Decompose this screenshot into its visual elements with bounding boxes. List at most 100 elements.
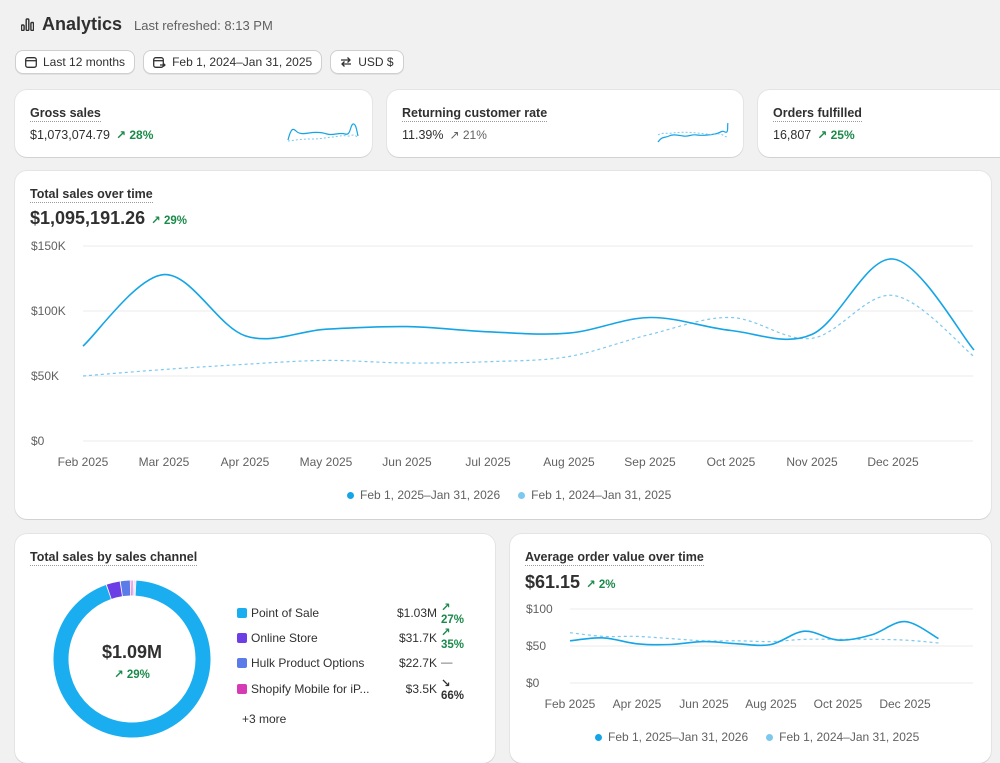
y-tick-label: $50 [526,639,546,653]
legend-label-current: Feb 1, 2025–Jan 31, 2026 [608,730,749,744]
metric-value-row: 11.39% ↗ 21% [402,128,487,142]
filter-bar: Last 12 months Feb 1, 2024–Jan 31, 2025 … [15,50,404,74]
legend-label-previous: Feb 1, 2024–Jan 31, 2025 [531,488,672,502]
y-tick-label: $100 [526,602,553,616]
channel-name: Shopify Mobile for iP... [251,681,370,696]
y-tick-label: $100K [31,304,66,318]
series-line-previous[interactable] [82,294,975,377]
section-title[interactable]: Total sales by sales channel [30,550,198,566]
x-tick-label: Nov 2025 [786,455,838,469]
metric-delta: ↗ 21% [449,128,487,142]
analytics-icon [21,18,34,31]
channel-value: $3.5K [405,681,437,696]
channel-name: Hulk Product Options [251,656,365,671]
metric-delta: ↗ 25% [817,128,855,142]
period-filter-label: Last 12 months [43,55,126,69]
last-refreshed: Last refreshed: 8:13 PM [134,18,273,33]
channel-value: $22.7K [398,656,437,671]
legend-label-previous: Feb 1, 2024–Jan 31, 2025 [779,730,920,744]
channel-value: $31.7K [398,630,437,645]
big-value-row: $1,095,191.26 ↗ 29% [30,208,187,229]
aov-line-chart: $0 $50 $100 Feb 2025 Apr 2025 Jun 2025 Aug 202… [526,602,973,711]
channel-delta: ↘ 66% [441,677,465,702]
gross-sales-sparkline [287,123,359,142]
channel-list: Point of Sale $1.03M ↗ 27% Online Store … [237,600,473,702]
channel-row[interactable]: Hulk Product Options $22.7K — [237,651,473,676]
x-tick-label: Aug 2025 [745,697,797,711]
legend-label-current: Feb 1, 2025–Jan 31, 2026 [360,488,501,502]
more-channels-link[interactable]: +3 more [242,712,287,726]
series-line-current[interactable] [82,258,975,351]
orders-fulfilled-card[interactable]: Orders fulfilled 16,807 ↗ 25% [758,90,1000,157]
channel-name: Online Store [251,630,318,645]
aov-delta: ↗ 2% [586,579,616,591]
metric-value-row: 16,807 ↗ 25% [773,128,855,142]
gross-sales-card[interactable]: Gross sales $1,073,074.79 ↗ 28% [15,90,372,157]
channel-swatch [237,683,247,694]
date-range-button[interactable]: Feb 1, 2024–Jan 31, 2025 [143,50,323,74]
channel-row[interactable]: Shopify Mobile for iP... $3.5K ↘ 66% [237,676,473,702]
chart-legend: Feb 1, 2025–Jan 31, 2026 Feb 1, 2024–Jan… [595,730,919,744]
legend-dot-current [347,491,354,499]
x-tick-label: Oct 2025 [814,697,863,711]
x-tick-label: Sep 2025 [624,455,676,469]
chart-legend: Feb 1, 2025–Jan 31, 2026 Feb 1, 2024–Jan… [347,488,671,502]
donut-total: $1.09M [101,642,163,662]
x-tick-label: Oct 2025 [707,455,756,469]
channel-delta: ↗ 35% [441,626,465,651]
channel-row[interactable]: Point of Sale $1.03M ↗ 27% [237,600,473,626]
calendar-icon [25,57,37,68]
series-line-current[interactable] [569,620,939,647]
x-tick-label: Mar 2025 [139,455,190,469]
donut-center: $1.09M ↗ 29% [72,642,192,681]
metric-delta: ↗ 28% [115,128,154,142]
x-tick-label: Feb 2025 [58,455,109,469]
x-tick-label: Feb 2025 [545,697,596,711]
legend-previous[interactable]: Feb 1, 2024–Jan 31, 2025 [518,488,671,502]
period-filter-button[interactable]: Last 12 months [15,50,136,74]
legend-dot-current [595,733,602,741]
metric-value: $1,073,074.79 [30,128,110,142]
total-sales-delta: ↗ 29% [151,215,187,227]
x-tick-label: Dec 2025 [879,697,931,711]
metric-label: Orders fulfilled [773,106,862,122]
channel-swatch [237,607,247,618]
y-tick-label: $0 [31,434,45,448]
donut-slice[interactable] [106,581,123,599]
x-tick-label: Jul 2025 [465,455,511,469]
total-sales-value: $1,095,191.26 [30,208,146,228]
exchange-icon [341,57,352,67]
channel-delta: ↗ 27% [441,601,465,626]
x-tick-label: May 2025 [300,455,353,469]
y-tick-label: $50K [31,369,59,383]
currency-button[interactable]: USD $ [330,50,404,74]
channel-row[interactable]: Online Store $31.7K ↗ 35% [237,625,473,651]
channel-swatch [237,632,247,643]
x-tick-label: Apr 2025 [613,697,662,711]
channel-value: $1.03M [396,605,437,620]
calendar-compare-icon [153,57,166,68]
metric-value-row: $1,073,074.79 ↗ 28% [30,128,153,142]
legend-previous[interactable]: Feb 1, 2024–Jan 31, 2025 [766,730,919,744]
x-tick-label: Jun 2025 [382,455,432,469]
y-tick-label: $150K [31,239,66,253]
legend-current[interactable]: Feb 1, 2025–Jan 31, 2026 [595,730,748,744]
donut-slice[interactable] [53,580,211,738]
average-order-value-card: Average order value over time $61.15 ↗ 2… [510,534,991,763]
x-tick-label: Jun 2025 [679,697,729,711]
channel-delta: — [441,657,453,670]
metric-label: Gross sales [30,106,101,122]
legend-current[interactable]: Feb 1, 2025–Jan 31, 2026 [347,488,500,502]
donut-slice[interactable] [120,580,131,597]
section-title[interactable]: Total sales over time [30,187,153,203]
section-title[interactable]: Average order value over time [525,550,704,566]
total-sales-line-chart: $0 $50K $100K $150K Feb 2025 Mar 2025 Apr 2025… [31,239,975,469]
x-tick-label: Aug 2025 [543,455,595,469]
returning-customer-rate-card[interactable]: Returning customer rate 11.39% ↗ 21% [387,90,743,157]
sales-by-channel-card: Total sales by sales channel $1.09M ↗ 29… [15,534,495,763]
returning-rate-sparkline [657,122,729,143]
legend-dot-previous [518,491,526,499]
x-tick-label: Apr 2025 [221,455,270,469]
sales-channel-donut-chart [53,580,211,738]
big-value-row: $61.15 ↗ 2% [525,572,616,593]
